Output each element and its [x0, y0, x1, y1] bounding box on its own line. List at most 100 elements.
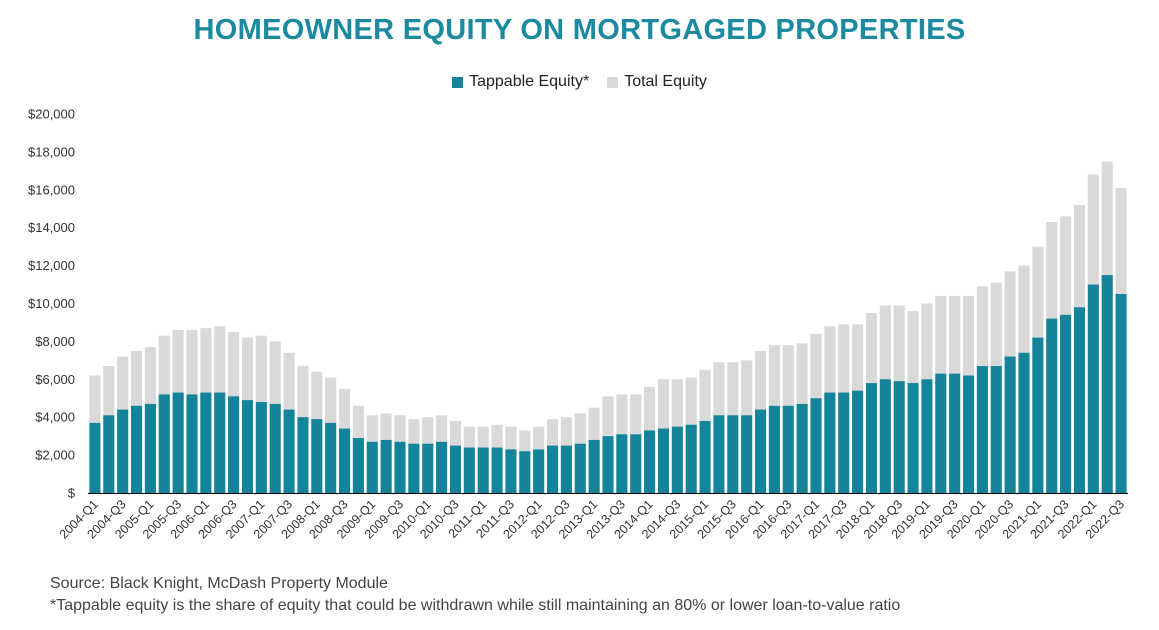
bar-tappable-equity: [311, 419, 323, 493]
bar-tappable-equity: [255, 402, 267, 493]
bar-tappable-equity: [768, 405, 780, 493]
bar-tappable-equity: [921, 379, 933, 493]
bar-tappable-equity: [172, 392, 184, 493]
bar-tappable-equity: [574, 443, 586, 493]
bar-tappable-equity: [879, 379, 891, 493]
bar-tappable-equity: [283, 409, 295, 493]
bar-tappable-equity: [325, 422, 337, 493]
chart-legend: Tappable Equity* Total Equity: [0, 73, 1159, 91]
bar-tappable-equity: [214, 392, 226, 493]
x-axis-ticks: 2004-Q12004-Q32005-Q12005-Q32006-Q12006-…: [57, 497, 1127, 541]
bar-tappable-equity: [241, 400, 254, 493]
y-tick-label: $14,000: [28, 220, 75, 235]
bar-tappable-equity: [907, 383, 919, 493]
y-tick-label: $10,000: [28, 296, 75, 311]
bar-tappable-equity: [408, 443, 420, 493]
source-note: Source: Black Knight, McDash Property Mo…: [50, 575, 388, 592]
bar-tappable-equity: [380, 439, 392, 493]
bar-tappable-equity: [810, 398, 822, 493]
bar-tappable-equity: [200, 392, 212, 493]
bar-tappable-equity: [1101, 275, 1113, 493]
bar-tappable-equity: [852, 390, 864, 493]
y-tick-label: $6,000: [35, 372, 75, 387]
bar-tappable-equity: [269, 403, 281, 493]
bar-tappable-equity: [1046, 318, 1058, 493]
bar-tappable-equity: [89, 422, 101, 493]
bar-tappable-equity: [463, 447, 475, 493]
bar-tappable-equity: [491, 447, 503, 493]
bar-tappable-equity: [671, 426, 683, 493]
bar-tappable-equity: [644, 430, 656, 493]
bar-tappable-equity: [449, 445, 462, 493]
bar-tappable-equity: [990, 366, 1002, 493]
bar-tappable-equity: [186, 394, 198, 493]
bar-tappable-equity: [824, 392, 836, 493]
tappable-equity-bars: [89, 275, 1127, 493]
bar-tappable-equity: [838, 392, 850, 493]
legend-label-total: Total Equity: [624, 73, 707, 90]
bar-tappable-equity: [616, 434, 628, 493]
bar-tappable-equity: [741, 415, 753, 493]
bar-tappable-equity: [1018, 352, 1030, 493]
bar-chart: $ $2,000 $4,000 $6,000 $8,000 $10,000 $12,000 $…: [28, 107, 1128, 542]
bar-tappable-equity: [1060, 314, 1072, 493]
bar-tappable-equity: [297, 417, 309, 493]
bar-tappable-equity: [962, 375, 975, 493]
bar-tappable-equity: [352, 438, 364, 493]
bar-tappable-equity: [713, 415, 725, 493]
legend-item-tappable: Tappable Equity*: [452, 73, 589, 91]
bar-tappable-equity: [103, 415, 115, 493]
y-tick-label: $20,000: [28, 107, 75, 122]
bar-tappable-equity: [685, 424, 697, 493]
bar-tappable-equity: [533, 449, 545, 493]
y-tick-label: $4,000: [35, 410, 75, 425]
legend-swatch-total: [607, 76, 619, 88]
y-axis-ticks: $ $2,000 $4,000 $6,000 $8,000 $10,000 $12,000 $…: [28, 107, 76, 501]
bar-tappable-equity: [893, 381, 905, 493]
bar-tappable-equity: [366, 441, 378, 493]
bar-tappable-equity: [602, 436, 614, 493]
bar-tappable-equity: [782, 405, 794, 493]
bar-tappable-equity: [865, 383, 878, 493]
legend-item-total: Total Equity: [607, 73, 707, 91]
bar-tappable-equity: [560, 445, 572, 493]
bar-tappable-equity: [338, 428, 351, 493]
bar-tappable-equity: [796, 403, 808, 493]
bar-tappable-equity: [588, 439, 600, 493]
bar-tappable-equity: [976, 366, 988, 493]
bar-tappable-equity: [1115, 294, 1127, 493]
bar-tappable-equity: [158, 394, 170, 493]
bar-tappable-equity: [477, 447, 489, 493]
bar-tappable-equity: [657, 428, 670, 493]
bar-tappable-equity: [630, 434, 642, 493]
footnote: *Tappable equity is the share of equity …: [50, 597, 901, 614]
bar-tappable-equity: [754, 409, 767, 493]
y-tick-label: $16,000: [28, 182, 75, 197]
bar-tappable-equity: [394, 441, 406, 493]
y-tick-label: $18,000: [28, 144, 75, 159]
bar-tappable-equity: [117, 409, 129, 493]
legend-label-tappable: Tappable Equity*: [469, 73, 590, 90]
y-tick-label: $2,000: [35, 448, 75, 463]
bar-tappable-equity: [1032, 337, 1044, 493]
bar-tappable-equity: [144, 403, 156, 493]
chart-title: HOMEOWNER EQUITY ON MORTGAGED PROPERTIES: [193, 14, 966, 46]
bar-tappable-equity: [228, 396, 240, 493]
bar-tappable-equity: [130, 405, 143, 493]
bar-tappable-equity: [935, 373, 947, 493]
bar-tappable-equity: [436, 441, 448, 493]
bar-tappable-equity: [1073, 307, 1086, 493]
y-tick-label: $: [68, 486, 76, 501]
bar-tappable-equity: [727, 415, 739, 493]
y-tick-label: $8,000: [35, 334, 75, 349]
y-tick-label: $12,000: [28, 258, 75, 273]
bar-tappable-equity: [699, 420, 711, 493]
legend-swatch-tappable: [452, 76, 464, 88]
bar-tappable-equity: [505, 449, 517, 493]
bar-tappable-equity: [422, 443, 434, 493]
bar-tappable-equity: [949, 373, 961, 493]
bar-tappable-equity: [1087, 284, 1099, 493]
bar-tappable-equity: [546, 445, 559, 493]
bar-tappable-equity: [1004, 356, 1016, 493]
bar-tappable-equity: [519, 451, 531, 493]
